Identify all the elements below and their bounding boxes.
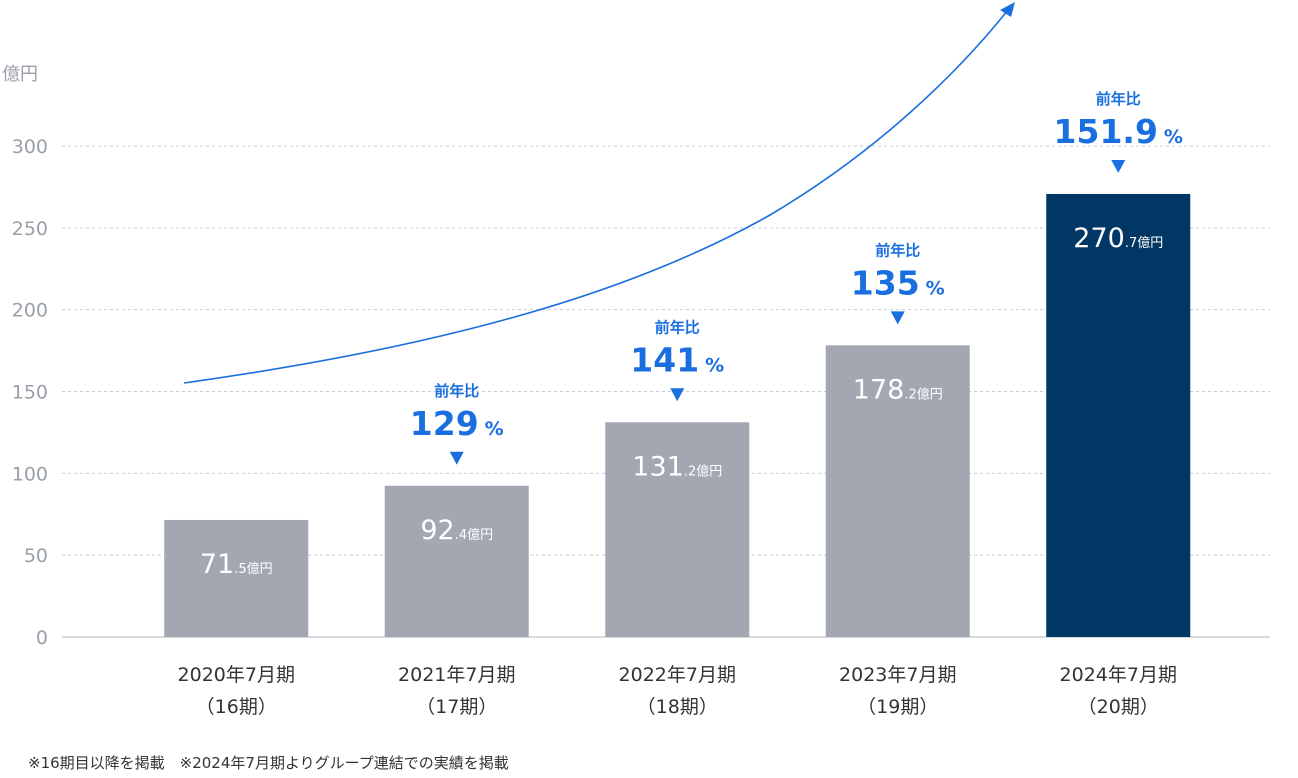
bar-value-integer: 71 bbox=[200, 549, 234, 580]
x-category-label: 2022年7月期 bbox=[619, 664, 736, 686]
y-tick-label: 50 bbox=[24, 545, 48, 567]
y-tick-label: 300 bbox=[12, 136, 48, 158]
y-tick-label: 0 bbox=[36, 627, 48, 649]
x-category-label: 2023年7月期 bbox=[839, 664, 956, 686]
bar-value-label: 92.4億円 bbox=[420, 515, 493, 546]
bar-value-decimal: .4億円 bbox=[455, 527, 493, 543]
bar bbox=[825, 345, 970, 637]
growth-percent: 141% bbox=[630, 340, 724, 379]
down-triangle-icon bbox=[449, 451, 464, 465]
y-tick-label: 100 bbox=[12, 463, 48, 485]
growth-percent: 135% bbox=[851, 263, 945, 302]
growth-percent: 129% bbox=[410, 404, 504, 443]
bar-value-label: 71.5億円 bbox=[200, 549, 273, 580]
growth-percent-number: 151.9 bbox=[1054, 112, 1158, 151]
bar-value-label: 131.2億円 bbox=[632, 451, 722, 482]
growth-percent-sign: % bbox=[705, 354, 724, 376]
y-axis-unit-label: 億円 bbox=[2, 64, 38, 85]
bar bbox=[605, 422, 750, 637]
growth-trend-arrow bbox=[183, 9, 1009, 384]
x-category-term: （16期） bbox=[196, 696, 277, 718]
down-triangle-icon bbox=[670, 388, 685, 402]
down-triangle-icon bbox=[890, 311, 905, 325]
bars bbox=[164, 193, 1191, 637]
x-category-term: （18期） bbox=[637, 696, 718, 718]
y-tick-label: 150 bbox=[12, 382, 48, 404]
bar-value-decimal: .7億円 bbox=[1125, 235, 1163, 251]
growth-percent-number: 141 bbox=[630, 340, 699, 379]
x-category-label: 2024年7月期 bbox=[1060, 664, 1177, 686]
bar-value-integer: 92 bbox=[420, 515, 454, 546]
bar-value-decimal: .2億円 bbox=[684, 463, 722, 479]
x-category-term: （19期） bbox=[857, 696, 938, 718]
x-category-term: （20期） bbox=[1078, 696, 1159, 718]
growth-percent-number: 135 bbox=[851, 263, 920, 302]
growth-label: 前年比 bbox=[434, 382, 479, 400]
bar-value-decimal: .2億円 bbox=[904, 386, 942, 402]
bar-value-integer: 178 bbox=[853, 374, 905, 405]
growth-percent-number: 129 bbox=[410, 404, 479, 443]
bar-value-decimal: .5億円 bbox=[234, 561, 272, 577]
bar-value-label: 270.7億円 bbox=[1073, 223, 1163, 254]
down-triangle-icon bbox=[1111, 159, 1126, 173]
bar bbox=[384, 485, 529, 637]
x-category-label: 2020年7月期 bbox=[178, 664, 295, 686]
bar bbox=[1046, 193, 1191, 637]
growth-percent-sign: % bbox=[485, 418, 504, 440]
growth-percent: 151.9% bbox=[1054, 112, 1183, 151]
labels: 71.5億円 2020年7月期 （16期） 92.4億円 2021年7月期 （17期） 前年… bbox=[178, 90, 1183, 718]
y-axis: 億円 0 50 100 150 200 250 300 bbox=[2, 64, 48, 649]
x-category-label: 2021年7月期 bbox=[398, 664, 515, 686]
bar bbox=[164, 519, 309, 637]
footnote: ※16期目以降を掲載 ※2024年7月期よりグループ連結での実績を掲載 bbox=[28, 754, 509, 772]
bar-value-integer: 270 bbox=[1073, 223, 1125, 254]
trend-arrowhead-icon bbox=[1000, 2, 1015, 17]
y-tick-label: 200 bbox=[12, 300, 48, 322]
y-tick-label: 250 bbox=[12, 218, 48, 240]
growth-percent-sign: % bbox=[1164, 126, 1183, 148]
growth-label: 前年比 bbox=[1096, 90, 1141, 108]
growth-label: 前年比 bbox=[655, 318, 700, 336]
growth-percent-sign: % bbox=[926, 277, 945, 299]
bar-value-integer: 131 bbox=[632, 451, 684, 482]
bar-value-label: 178.2億円 bbox=[853, 374, 943, 405]
growth-label: 前年比 bbox=[875, 241, 920, 259]
x-category-term: （17期） bbox=[416, 696, 497, 718]
